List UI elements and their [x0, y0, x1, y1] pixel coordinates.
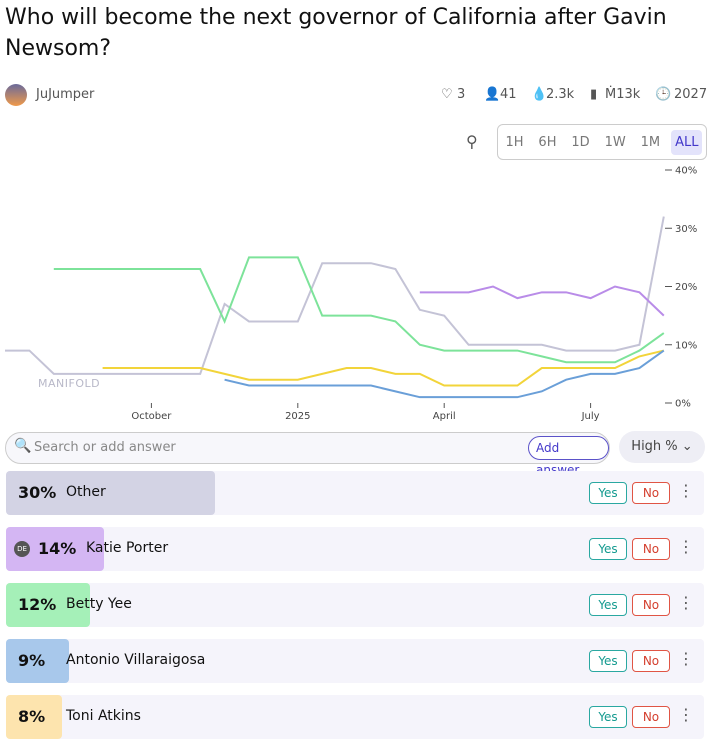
more-menu[interactable]: ⋮ — [678, 481, 694, 500]
answer-row: 12% Betty Yee Yes No ⋮ — [6, 583, 704, 627]
time-filter[interactable]: 1M — [640, 134, 661, 150]
no-button[interactable]: No — [632, 650, 670, 672]
search-icon: 🔍 — [14, 438, 32, 454]
avatar — [5, 84, 27, 106]
y-tick-label: 20% — [675, 282, 697, 293]
user-filter[interactable]: ⚲ — [466, 132, 478, 151]
likes: 3 — [457, 87, 466, 102]
answer-row: 30% Other Yes No ⋮ — [6, 471, 704, 515]
no-button[interactable]: No — [632, 706, 670, 728]
y-tick-label: 30% — [675, 224, 697, 235]
answer-name: Antonio Villaraigosa — [66, 652, 206, 668]
prob-label: 9% — [18, 651, 46, 670]
no-button[interactable]: No — [632, 538, 670, 560]
traders: 41 — [500, 87, 517, 102]
answer-name: Katie Porter — [86, 540, 169, 556]
answer-row: 8% Toni Atkins Yes No ⋮ — [6, 695, 704, 739]
more-menu[interactable]: ⋮ — [678, 537, 694, 556]
time-filter[interactable]: 1W — [604, 134, 626, 150]
prob-label: 30% — [18, 483, 57, 502]
prob-label: 14% — [38, 539, 77, 558]
series-line — [53, 256, 665, 364]
yes-button[interactable]: Yes — [589, 706, 627, 728]
answer-row: DE 14% Katie Porter Yes No ⋮ — [6, 527, 704, 571]
close-icon: 🕒 — [655, 87, 672, 102]
volume: Ṁ13k — [605, 87, 641, 102]
answer-name: Betty Yee — [66, 596, 132, 612]
likes-icon: ♡ — [441, 87, 453, 102]
more-menu[interactable]: ⋮ — [678, 705, 694, 724]
more-menu[interactable]: ⋮ — [678, 593, 694, 612]
search-placeholder: Search or add answer — [34, 440, 176, 455]
prob-bar — [6, 583, 90, 627]
market-title: Who will become the next governor of Cal… — [5, 5, 667, 61]
views-icon: 💧 — [531, 87, 548, 102]
username[interactable]: JuJumper — [36, 87, 95, 102]
badge: DE — [14, 541, 30, 557]
series-line — [102, 349, 665, 387]
time-filter[interactable]: ALL — [671, 129, 703, 155]
yes-button[interactable]: Yes — [589, 482, 627, 504]
prob-label: 12% — [18, 595, 57, 614]
prob-bar — [6, 471, 216, 515]
prob-label: 8% — [18, 707, 46, 726]
time-filters: 1H 6H 1D 1W 1M ALL — [497, 124, 707, 160]
sort-dropdown[interactable]: High % ⌄ — [619, 431, 705, 463]
chart: MANIFOLD 0% 10% 20% 30% 40% October 2025 April Ju… — [5, 166, 697, 422]
yes-button[interactable]: Yes — [589, 594, 627, 616]
add-answer[interactable]: Add answer — [528, 436, 609, 477]
time-filter[interactable]: 1H — [505, 134, 524, 150]
y-tick-label: 10% — [675, 340, 697, 351]
no-button[interactable]: No — [632, 594, 670, 616]
no-button[interactable]: No — [632, 482, 670, 504]
views: 2.3k — [546, 87, 575, 102]
more-menu[interactable]: ⋮ — [678, 649, 694, 668]
y-tick-label: 40% — [675, 166, 697, 177]
series-line — [5, 216, 665, 375]
x-tick-label: 2025 — [285, 411, 310, 422]
time-filter[interactable]: 6H — [538, 134, 557, 150]
answer-row: 9% Antonio Villaraigosa Yes No ⋮ — [6, 639, 704, 683]
watermark: MANIFOLD — [38, 377, 100, 390]
y-tick-label: 0% — [675, 399, 691, 410]
x-tick-label: April — [433, 411, 456, 422]
yes-button[interactable]: Yes — [589, 650, 627, 672]
search-box[interactable]: 🔍 Search or add answer Add answer — [5, 432, 610, 477]
prob-bar — [6, 639, 69, 683]
close-date: 2027 — [674, 87, 708, 102]
series-line — [419, 285, 665, 317]
series-line — [224, 349, 665, 399]
traders-icon: 👤 — [484, 87, 501, 102]
volume-icon: ▮ — [590, 87, 598, 102]
time-filter[interactable]: 1D — [571, 134, 590, 150]
x-tick-label: October — [131, 411, 172, 422]
sort-label: High % — [631, 439, 678, 454]
prob-bar — [6, 695, 62, 739]
answer-name: Other — [66, 484, 106, 500]
x-tick-label: July — [581, 411, 600, 422]
yes-button[interactable]: Yes — [589, 538, 627, 560]
answer-name: Toni Atkins — [66, 708, 141, 724]
